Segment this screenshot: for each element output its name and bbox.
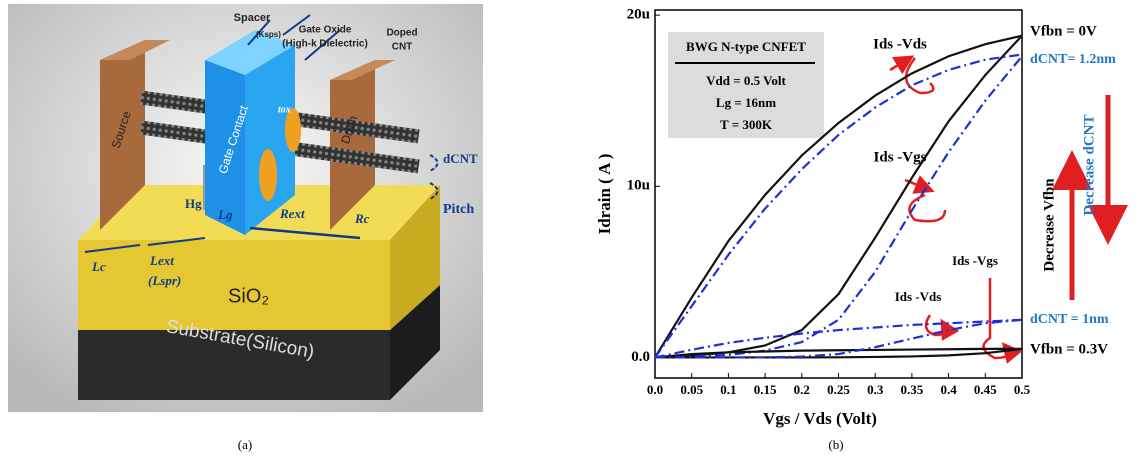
x-tick-label: 0.3 (867, 382, 884, 397)
label: (Ksps) (256, 30, 281, 39)
device-illustration: Spacer (Ksps) Gate Oxide (High-k Dielect… (8, 4, 483, 452)
annotation: Ids -Vgs (874, 149, 927, 165)
label: CNT (392, 42, 413, 53)
caption: (a) (238, 437, 252, 452)
x-tick-label: 0.2 (794, 382, 810, 397)
y-tick-label: 10u (627, 178, 650, 194)
annotation: dCNT = 1nm (1030, 312, 1109, 327)
x-tick-label: 0.0 (647, 382, 663, 397)
gate-oxide (259, 149, 277, 201)
chart: BWG N-type CNFET Vdd = 0.5 Volt Lg = 16n… (595, 7, 1116, 452)
info-text: Lg = 16nm (716, 95, 776, 110)
x-tick-label: 0.05 (680, 382, 703, 397)
label: Spacer (234, 12, 271, 24)
annotation: Vfbn = 0V (1030, 23, 1097, 39)
figure: Spacer (Ksps) Gate Oxide (High-k Dielect… (0, 0, 1146, 461)
annotation: Decrease Vfbn (1041, 178, 1057, 272)
annotation: Vfbn = 0.3V (1030, 341, 1108, 357)
info-text: Vdd = 0.5 Volt (706, 73, 786, 88)
x-tick-label: 0.35 (901, 382, 924, 397)
label: Rext (279, 206, 305, 221)
label: (High-k Dielectric) (282, 39, 368, 50)
label: Rc (354, 211, 370, 226)
arrow (890, 58, 933, 93)
series-line (655, 320, 1022, 358)
y-tick-label: 0.0 (631, 349, 650, 365)
annotation: Ids -Vds (873, 36, 927, 52)
label: Lg (217, 207, 233, 222)
annotation: Ids -Vds (895, 289, 942, 304)
arrow (984, 278, 1009, 358)
y-tick-label: 20u (627, 7, 650, 23)
label: Gate Oxide (299, 25, 352, 36)
annotation: Ids -Vgs (952, 253, 998, 268)
info-text: T = 300K (720, 117, 773, 132)
label: Hg (185, 196, 202, 211)
y-axis-label: Idrain ( A ) (595, 154, 614, 235)
label: Lc (91, 259, 106, 274)
annotation: dCNT= 1.2nm (1030, 52, 1116, 67)
x-tick-label: 0.5 (1014, 382, 1031, 397)
x-axis-label: Vgs / Vds (Volt) (763, 409, 877, 428)
x-tick-label: 0.4 (940, 382, 957, 397)
x-tick-label: 0.45 (974, 382, 997, 397)
caption: (b) (828, 437, 843, 452)
label: Doped (386, 28, 417, 39)
label: tox (278, 104, 291, 115)
x-tick-label: 0.1 (720, 382, 736, 397)
label: Pitch (443, 202, 474, 217)
label: Lext (149, 253, 174, 268)
annotation: Decrease dCNT (1081, 115, 1097, 216)
x-tick-label: 0.25 (827, 382, 850, 397)
label: (Lspr) (148, 273, 181, 288)
arrow (905, 180, 945, 221)
info-text: BWG N-type CNFET (686, 39, 806, 54)
label: SiO₂ (228, 285, 269, 307)
x-tick-label: 0.15 (754, 382, 777, 397)
series-line (655, 320, 1022, 358)
label: dCNT (443, 151, 478, 166)
